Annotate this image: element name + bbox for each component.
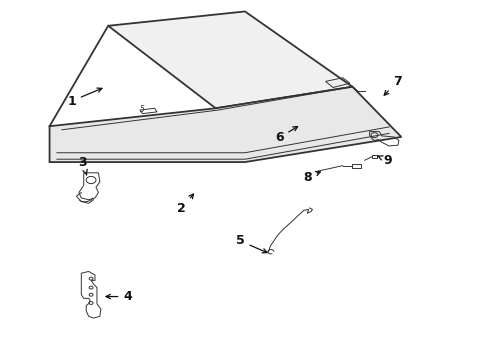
Polygon shape <box>108 12 352 108</box>
Text: 4: 4 <box>106 290 132 303</box>
Text: 9: 9 <box>378 154 392 167</box>
Text: 7: 7 <box>384 75 402 95</box>
Text: 5: 5 <box>236 234 267 253</box>
Text: 5: 5 <box>140 105 145 114</box>
Text: 3: 3 <box>78 156 87 175</box>
Text: 1: 1 <box>67 88 102 108</box>
Bar <box>352 163 361 168</box>
Text: 6: 6 <box>275 127 297 144</box>
Text: 8: 8 <box>303 171 320 184</box>
Polygon shape <box>49 87 401 162</box>
Text: 2: 2 <box>177 194 194 215</box>
